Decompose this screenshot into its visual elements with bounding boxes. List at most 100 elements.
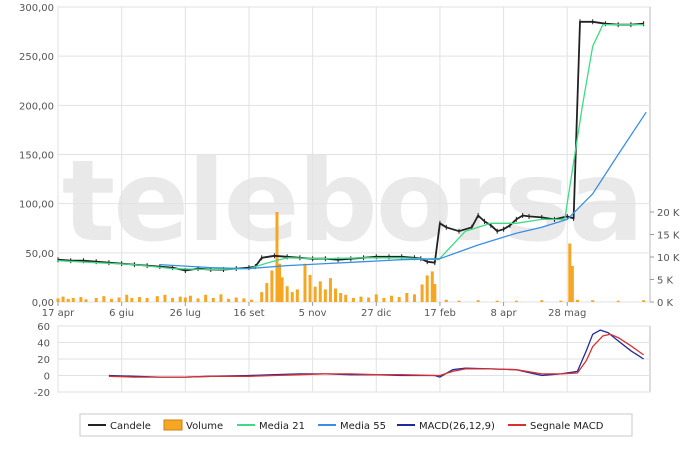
x-tick-label: 17 feb: [424, 308, 456, 319]
volume-bar: [514, 300, 518, 302]
volume-bar: [250, 299, 254, 302]
volume-bar: [382, 297, 386, 302]
volume-bar: [339, 293, 343, 302]
volume-tick-label: 15 K: [657, 231, 680, 242]
volume-bar: [163, 294, 167, 302]
volume-bar: [188, 295, 192, 302]
volume-bar: [323, 289, 327, 302]
macd-tick-label: 20: [37, 355, 50, 366]
volume-bar: [559, 300, 563, 302]
volume-bar: [359, 296, 363, 302]
volume-bar: [102, 296, 106, 302]
volume-legend-label: Volume: [186, 421, 223, 432]
macd-tick-label: -20: [34, 388, 50, 399]
volume-bar: [234, 297, 238, 302]
volume-bar: [260, 292, 264, 302]
volume-bar: [430, 271, 434, 302]
price-tick-label: 200,00: [19, 101, 54, 112]
volume-bar: [171, 297, 175, 302]
volume-bar: [280, 277, 284, 302]
volume-tick-label: 20 K: [657, 208, 680, 219]
volume-bar: [420, 284, 424, 302]
volume-bar: [79, 297, 83, 302]
volume-bar: [290, 292, 294, 302]
x-tick-label: 27 dic: [361, 308, 392, 319]
volume-bar: [412, 294, 416, 302]
volume-bar: [457, 300, 461, 302]
ma21-legend-label: Media 21: [259, 421, 305, 432]
macd-tick-label: 60: [37, 322, 50, 333]
volume-bar: [219, 294, 223, 302]
volume-bar: [591, 300, 595, 302]
volume-bar: [117, 297, 121, 302]
volume-bar: [540, 300, 544, 302]
volume-bar: [155, 296, 159, 302]
volume-bar: [328, 278, 332, 302]
volume-bar: [295, 289, 299, 302]
price-tick-label: 50,00: [25, 249, 54, 260]
volume-bar: [278, 263, 282, 302]
volume-tick-label: 10 K: [657, 253, 680, 264]
volume-bar: [204, 294, 208, 302]
volume-bar: [390, 295, 394, 302]
volume-bar: [444, 299, 448, 302]
volume-bar: [433, 284, 437, 302]
x-tick-label: 28 mag: [548, 308, 586, 319]
x-tick-label: 6 giu: [109, 308, 134, 319]
macd-panel: -20 0 20 40 60: [34, 322, 651, 399]
macd-legend-label: MACD(26,12,9): [419, 421, 495, 432]
volume-bar: [318, 281, 322, 302]
x-tick-label: 26 lug: [170, 308, 201, 319]
volume-bar: [374, 294, 378, 302]
volume-bar: [84, 299, 88, 302]
signal-line: [108, 333, 644, 378]
volume-bar: [178, 296, 182, 302]
watermark: teleborsa: [62, 137, 642, 267]
volume-bar: [334, 288, 338, 302]
x-tick-label: 16 set: [233, 308, 264, 319]
volume-bar: [61, 296, 65, 302]
volume-legend-swatch: [163, 419, 183, 431]
volume-bar: [397, 297, 401, 302]
volume-bar: [405, 293, 409, 302]
price-tick-label: 300,00: [19, 3, 54, 14]
volume-bar: [642, 300, 646, 302]
ma21-line: [57, 24, 644, 271]
volume-bar: [476, 300, 480, 302]
candles-legend-label: Candele: [110, 421, 151, 432]
ma55-line: [159, 111, 647, 270]
volume-bar: [265, 283, 269, 302]
volume-bar: [570, 266, 574, 302]
volume-bar: [568, 243, 572, 302]
volume-bar: [227, 298, 231, 302]
volume-bar: [344, 294, 348, 302]
x-tick-label: 5 nov: [299, 308, 327, 319]
volume-bar: [137, 297, 141, 302]
x-tick-label: 17 apr: [42, 308, 75, 319]
volume-bar: [285, 286, 289, 302]
volume-series: [56, 212, 646, 302]
legend: Candele Volume Media 21 Media 55 MACD(26,12,…: [79, 413, 633, 437]
price-tick-label: 100,00: [19, 200, 54, 211]
volume-bar: [145, 297, 149, 302]
volume-bar: [211, 297, 215, 302]
volume-bar: [183, 297, 187, 302]
volume-tick-label: 5 K: [657, 276, 674, 287]
volume-bar: [616, 300, 620, 302]
volume-bar: [495, 300, 499, 302]
volume-bar: [351, 297, 355, 302]
volume-bar: [94, 297, 98, 302]
price-tick-label: 250,00: [19, 52, 54, 63]
price-panel: 0,00 50,00 100,00 150,00 200,00 250,00 300,00 1…: [19, 3, 680, 319]
volume-bar: [425, 275, 429, 302]
ma55-legend-label: Media 55: [340, 421, 386, 432]
price-tick-label: 150,00: [19, 151, 54, 162]
volume-bar: [367, 297, 371, 302]
volume-bar: [575, 299, 579, 302]
volume-bar: [66, 298, 70, 302]
volume-bar: [313, 286, 317, 302]
macd-tick-label: 0: [44, 372, 50, 383]
x-tick-label: 8 apr: [491, 308, 518, 319]
macd-tick-label: 40: [37, 339, 50, 350]
legend-box: [79, 413, 633, 437]
